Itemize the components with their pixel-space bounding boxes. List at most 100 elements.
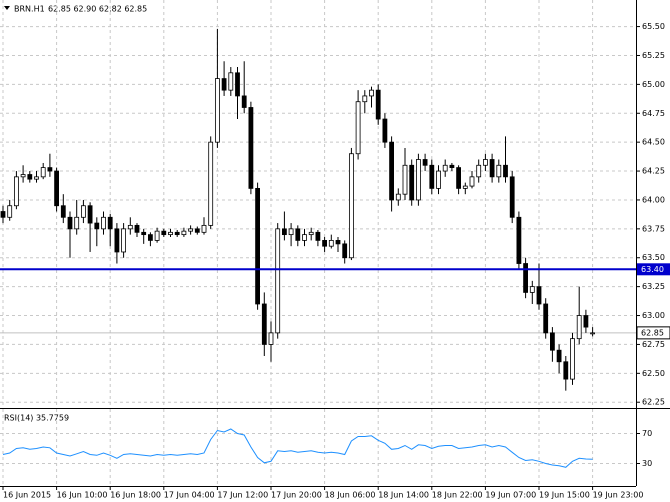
candle-body bbox=[188, 228, 194, 232]
candle-body bbox=[449, 164, 455, 168]
rsi-title: RSI(14) 35.7759 bbox=[4, 414, 69, 423]
candle-body bbox=[409, 164, 415, 201]
candle-body bbox=[462, 185, 468, 189]
candle-body bbox=[315, 231, 321, 241]
y-tick-label: 63.25 bbox=[642, 282, 665, 291]
candle-body bbox=[228, 72, 234, 91]
candle-body bbox=[503, 164, 508, 178]
candle-body bbox=[469, 176, 475, 187]
candle-body bbox=[348, 153, 354, 259]
ohlc-label: 62.85 62.90 62.82 62.85 bbox=[48, 5, 147, 14]
candle-body bbox=[442, 164, 448, 172]
candle-body bbox=[107, 216, 113, 230]
candle-body bbox=[288, 228, 294, 236]
candle-body bbox=[255, 187, 261, 305]
candle-body bbox=[402, 164, 408, 195]
candle-body bbox=[375, 89, 381, 120]
y-tick-label: 62.50 bbox=[642, 369, 665, 378]
candle-body bbox=[13, 176, 19, 207]
y-tick-label: 65.00 bbox=[642, 80, 665, 89]
candle-body bbox=[154, 230, 160, 241]
candle-body bbox=[302, 234, 307, 241]
candle-body bbox=[141, 231, 147, 236]
candle-body bbox=[570, 338, 575, 380]
candle-body bbox=[576, 315, 582, 340]
y-tick-label: 64.50 bbox=[642, 138, 665, 147]
candle-body bbox=[34, 176, 39, 180]
candle-body bbox=[335, 240, 341, 245]
last-price-label: 62.85 bbox=[641, 328, 664, 337]
y-tick-label: 30 bbox=[642, 459, 652, 468]
candle-body bbox=[509, 176, 515, 218]
candle-body bbox=[81, 205, 86, 218]
y-tick-label: 64.75 bbox=[642, 109, 665, 118]
candle-body bbox=[174, 231, 180, 236]
candle-body bbox=[47, 167, 53, 172]
candle-body bbox=[516, 216, 522, 264]
candle-body bbox=[590, 332, 595, 335]
candle-body bbox=[168, 231, 173, 236]
candle-body bbox=[20, 174, 26, 178]
candle-body bbox=[536, 286, 542, 305]
candle-body bbox=[382, 118, 388, 143]
candle-body bbox=[208, 141, 214, 226]
candle-body bbox=[194, 228, 200, 233]
candle-body bbox=[456, 167, 462, 189]
y-tick-label: 62.75 bbox=[642, 340, 665, 349]
candle-body bbox=[342, 243, 348, 259]
candle-body bbox=[134, 224, 140, 233]
candle-body bbox=[248, 107, 254, 189]
last-price-tag bbox=[636, 326, 670, 340]
candle-body bbox=[482, 159, 488, 166]
candle-body bbox=[121, 228, 126, 253]
candle-body bbox=[583, 315, 589, 328]
x-tick-label: 18 Jun 22:00 bbox=[432, 491, 483, 500]
candle-body bbox=[67, 216, 73, 230]
hline-label: 63.40 bbox=[641, 265, 664, 274]
x-tick-label: 18 Jun 14:00 bbox=[378, 491, 429, 500]
candle-body bbox=[147, 234, 153, 241]
x-tick-label: 19 Jun 15:00 bbox=[539, 491, 590, 500]
y-tick-label: 64.00 bbox=[642, 195, 665, 204]
y-tick-label: 63.75 bbox=[642, 224, 665, 233]
candle-body bbox=[362, 95, 368, 103]
candle-body bbox=[563, 361, 569, 380]
candle-body bbox=[556, 349, 562, 363]
candle-body bbox=[87, 205, 93, 224]
candle-body bbox=[308, 231, 314, 236]
candle-body bbox=[214, 78, 220, 143]
y-tick-label: 65.25 bbox=[642, 51, 665, 60]
candle-body bbox=[7, 205, 13, 218]
candle-body bbox=[496, 164, 502, 178]
candle-body bbox=[328, 240, 334, 247]
candle-body bbox=[221, 78, 227, 91]
x-tick-label: 16 Jun 18:00 bbox=[110, 491, 161, 500]
y-tick-label: 65.50 bbox=[642, 22, 665, 31]
candle-body bbox=[422, 159, 428, 166]
menu-arrow bbox=[4, 6, 10, 10]
x-tick-label: 16 Jun 2015 bbox=[3, 491, 51, 500]
candle-body bbox=[94, 222, 100, 230]
candle-body bbox=[235, 72, 240, 97]
y-tick-label: 64.25 bbox=[642, 167, 665, 176]
candle-body bbox=[241, 95, 247, 108]
candle-body bbox=[295, 228, 301, 241]
candle-body bbox=[322, 240, 328, 247]
x-tick-label: 16 Jun 10:00 bbox=[57, 491, 108, 500]
y-tick-label: 70 bbox=[642, 429, 652, 438]
x-tick-label: 19 Jun 07:00 bbox=[485, 491, 536, 500]
candle-body bbox=[489, 159, 495, 178]
candle-body bbox=[268, 332, 274, 345]
y-tick-label: 63.50 bbox=[642, 253, 665, 262]
candle-body bbox=[101, 216, 106, 230]
rsi-line bbox=[2, 428, 593, 468]
x-tick-label: 17 Jun 20:00 bbox=[271, 491, 322, 500]
symbol: BRN.H1 bbox=[14, 5, 45, 14]
candle-body bbox=[114, 228, 120, 253]
candle-body bbox=[127, 224, 133, 230]
candle-body bbox=[40, 167, 46, 178]
candle-body bbox=[54, 170, 59, 207]
candle-body bbox=[261, 303, 267, 345]
